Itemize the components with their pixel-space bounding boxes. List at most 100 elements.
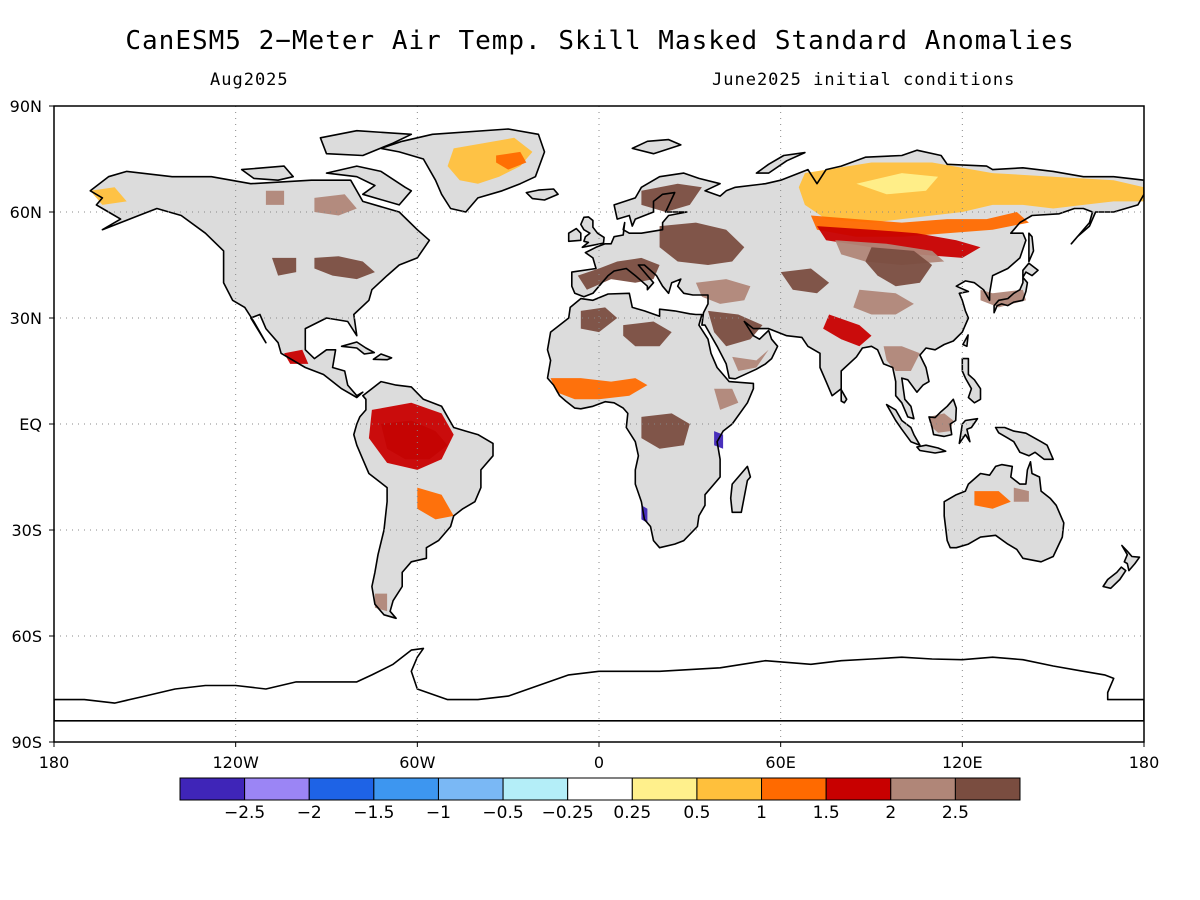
colorbar-label: −0.5 <box>482 803 523 823</box>
lon-label: 120W <box>212 753 259 772</box>
taiwan-coast <box>962 334 969 348</box>
lat-label: 90N <box>10 97 42 116</box>
anomaly-patch <box>284 349 309 364</box>
sumatra-land <box>886 404 920 446</box>
new-guinea-coast <box>994 426 1054 461</box>
colorbar-swatch <box>954 777 1021 801</box>
madagascar-land <box>730 466 751 513</box>
anomaly-patch <box>817 226 981 258</box>
philippines-coast <box>961 357 982 404</box>
hispaniola-coast <box>372 353 393 361</box>
anomaly-patch <box>856 173 939 195</box>
anomaly-patch <box>780 268 830 294</box>
anomaly-patch <box>1013 487 1029 502</box>
japan-coast <box>993 262 1039 314</box>
anomaly-patch <box>714 388 739 410</box>
colorbar-label: 2 <box>885 803 896 823</box>
colorbar-label: 0.5 <box>683 803 710 823</box>
anomaly-patch <box>265 190 285 205</box>
colorbar-swatch <box>437 777 504 801</box>
colorbar-labels: −2.5 −2 −1.5 −1 −0.5 −0.25 0.25 0.5 1 1.5 2 2.5 <box>224 803 969 823</box>
anomaly-patch <box>695 279 751 304</box>
colorbar <box>179 777 1021 801</box>
uk-coast <box>579 216 605 249</box>
lon-axis: 180 120W 60W 0 60E 120E 180 <box>39 742 1160 772</box>
colorbar-swatch <box>567 777 633 801</box>
sulawesi-coast <box>958 417 979 445</box>
colorbar-label: −1.5 <box>353 803 394 823</box>
lat-label: 90S <box>11 733 42 752</box>
novaya-zemlya-coast <box>755 151 806 174</box>
lon-label: 180 <box>1129 753 1160 772</box>
java-coast <box>916 444 947 454</box>
greenland-coast <box>380 128 546 213</box>
colorbar-label: 0.25 <box>613 803 651 823</box>
ireland-coast <box>567 227 582 243</box>
uk-land <box>580 216 605 248</box>
anomaly-patch <box>974 491 1011 509</box>
colorbar-label: 2.5 <box>942 803 969 823</box>
grid-lines <box>54 106 1144 742</box>
baffin-coast <box>325 165 413 206</box>
colorbar-swatch <box>631 777 698 801</box>
anomaly-patch <box>368 402 454 470</box>
lon-label: 120E <box>942 753 983 772</box>
new-zealand-s-coast <box>1102 566 1127 590</box>
ellesmere-land <box>320 130 412 156</box>
colorbar-swatch <box>373 777 439 801</box>
anomaly-patch <box>659 222 745 265</box>
australia-coast <box>943 460 1065 563</box>
colorbar-label: −2 <box>297 803 322 823</box>
lon-label: 180 <box>39 753 70 772</box>
lon-label: 60E <box>765 753 795 772</box>
lon-label: 0 <box>594 753 604 772</box>
anomaly-patch <box>314 194 357 216</box>
borneo-coast <box>928 398 958 438</box>
colorbar-swatch <box>825 777 892 801</box>
colorbar-swatch <box>502 777 569 801</box>
lat-label: 30S <box>11 521 42 540</box>
valid-month-label: Aug2025 <box>210 70 289 90</box>
coastline-layer <box>54 128 1144 722</box>
africa-coast <box>546 292 755 549</box>
hispaniola-land <box>373 354 392 360</box>
anomaly-patch <box>732 349 769 371</box>
anomaly-patch <box>708 310 763 347</box>
anomaly-patch <box>272 257 297 276</box>
cuba-coast <box>340 341 376 355</box>
lat-axis: 90N 60N 30N EQ 30S 60S 90S <box>10 97 54 752</box>
colorbar-label: 1 <box>756 803 767 823</box>
initial-conditions-label: June2025 initial conditions <box>712 70 1016 90</box>
anomaly-patch <box>580 307 618 333</box>
lon-label: 60W <box>399 753 435 772</box>
anomaly-patch <box>447 137 533 184</box>
colorbar-swatch <box>890 777 956 801</box>
iceland-coast <box>525 188 559 201</box>
anomaly-patch <box>417 487 454 520</box>
australia-land <box>944 461 1064 562</box>
lat-label: 30N <box>10 309 42 328</box>
colorbar-swatch <box>761 777 827 801</box>
map-title: CanESM5 2−Meter Air Temp. Skill Masked S… <box>125 26 1075 56</box>
antarctica-coast <box>54 647 1144 722</box>
anomaly-patch <box>623 321 672 347</box>
lat-label: 60N <box>10 203 42 222</box>
south-america-coast <box>352 380 494 620</box>
anomaly-patch <box>641 413 690 449</box>
lat-label: 60S <box>11 627 42 646</box>
colorbar-swatch <box>696 777 763 801</box>
colorbar-label: −1 <box>426 803 451 823</box>
svalbard-coast <box>631 138 682 155</box>
new-zealand-n-coast <box>1121 544 1141 572</box>
anomaly-patch <box>823 314 872 347</box>
colorbar-swatch <box>244 777 310 801</box>
new-zealand-s-land <box>1103 567 1126 589</box>
ellesmere-coast <box>319 129 413 157</box>
north-america-coast <box>89 170 431 399</box>
eurasia-coast <box>570 149 1144 420</box>
colorbar-label: 1.5 <box>813 803 840 823</box>
anomaly-patch <box>883 346 920 371</box>
lat-label: EQ <box>19 415 42 434</box>
victoria-island-coast <box>240 165 295 181</box>
